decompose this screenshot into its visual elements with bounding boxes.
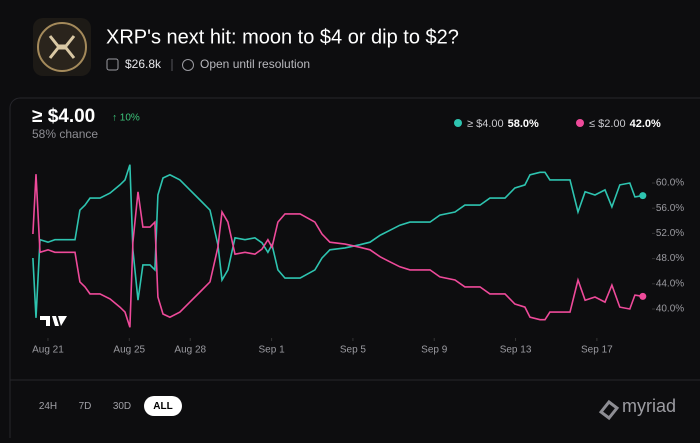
y-tick-label: 44.0% xyxy=(656,278,684,289)
y-tick-label: 60.0% xyxy=(656,178,684,189)
current-chance: 58% chance xyxy=(32,127,98,141)
brand: myriad xyxy=(622,396,676,416)
clock-icon xyxy=(182,59,194,71)
y-tick-label: 48.0% xyxy=(656,253,684,264)
range-button[interactable]: 30D xyxy=(113,401,131,412)
range-button[interactable]: 7D xyxy=(79,401,92,412)
card xyxy=(9,97,700,443)
range-button[interactable]: ALL xyxy=(153,401,172,412)
brand-icon xyxy=(598,399,620,421)
end-dot xyxy=(639,192,647,200)
x-tick-label: Sep 13 xyxy=(500,345,532,356)
current-change: ↑ 10% xyxy=(112,113,140,124)
x-tick-label: Sep 9 xyxy=(421,345,448,356)
legend-name: ≥ $4.00 xyxy=(467,118,504,130)
legend-entry: ≥ $4.00 58.0% xyxy=(467,118,539,130)
x-tick-label: Aug 25 xyxy=(113,345,145,356)
legend-value: 58.0% xyxy=(508,118,539,130)
series-line xyxy=(32,174,643,328)
x-tick-label: Sep 17 xyxy=(581,345,613,356)
volume: $26.8k xyxy=(125,57,162,71)
legend-entry: ≤ $2.00 42.0% xyxy=(589,118,661,130)
x-tick-label: Aug 21 xyxy=(32,345,64,356)
y-tick-label: 40.0% xyxy=(656,304,684,315)
title: XRP's next hit: moon to $4 or dip to $2? xyxy=(106,26,459,48)
legend-dot xyxy=(576,119,584,127)
legend-name: ≤ $2.00 xyxy=(589,118,626,130)
x-tick-label: Sep 1 xyxy=(259,345,286,356)
legend-dot xyxy=(454,119,462,127)
volume-icon xyxy=(106,58,119,71)
current-label: ≥ $4.00 xyxy=(32,106,95,127)
end-dot xyxy=(639,292,647,300)
x-tick-label: Aug 28 xyxy=(174,345,206,356)
x-tick-label: Sep 5 xyxy=(340,345,367,356)
range-button[interactable]: 24H xyxy=(39,401,57,412)
y-tick-label: 52.0% xyxy=(656,228,684,239)
range-button-bg xyxy=(144,396,182,416)
status: Open until resolution xyxy=(200,57,310,71)
series-line xyxy=(32,164,643,318)
y-tick-label: 56.0% xyxy=(656,203,684,214)
legend-value: 42.0% xyxy=(630,118,661,130)
tv-logo xyxy=(40,316,67,326)
coin-icon xyxy=(33,18,91,76)
